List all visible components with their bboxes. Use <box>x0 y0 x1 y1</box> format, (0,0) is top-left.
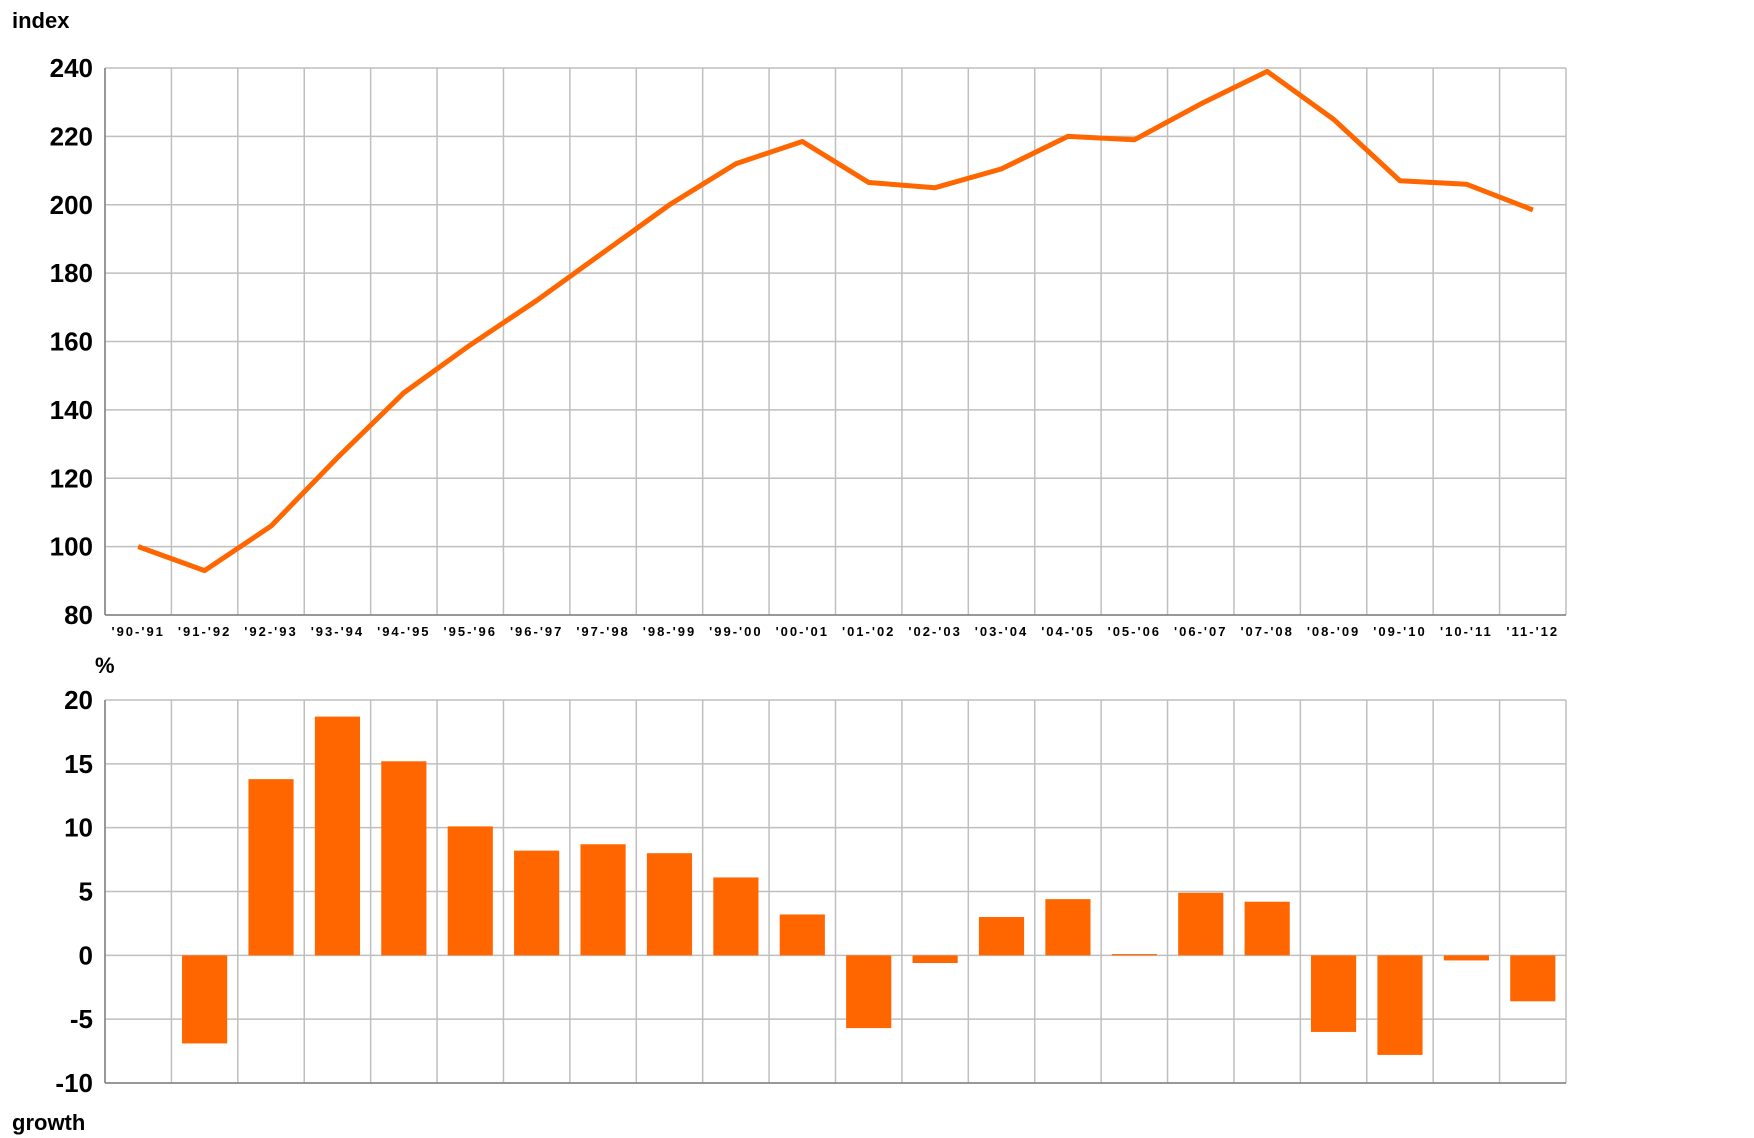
line-chart-xtick-label: '98-'99 <box>643 624 696 639</box>
growth-bar <box>248 779 294 956</box>
line-chart-ylabel: index <box>12 8 70 33</box>
line-chart-xtick-label: '08-'09 <box>1307 624 1360 639</box>
index-data-point <box>801 141 803 143</box>
bar-chart-ytick-label: 5 <box>79 877 93 907</box>
line-chart-xtick-label: '94-'95 <box>377 624 430 639</box>
growth-bar <box>381 761 427 956</box>
line-chart-xtick-label: '11-'12 <box>1506 624 1559 639</box>
growth-bar <box>1244 901 1290 956</box>
line-chart-xtick-label: '97-'98 <box>576 624 629 639</box>
growth-bar-chart: -10 -5 0 5 10 15 20 <box>55 685 1567 1098</box>
index-data-point <box>1399 180 1401 182</box>
growth-bar <box>779 914 825 956</box>
index-data-point <box>270 525 272 527</box>
line-chart-xtick-label: '05-'06 <box>1108 624 1161 639</box>
line-chart-ytick-label: 140 <box>50 395 93 425</box>
growth-bar <box>1510 955 1556 1002</box>
line-chart-xtick-label: '90-'91 <box>111 624 164 639</box>
index-line-chart: 80 100 120 140 160 180 200 220 240 '90-'91 '91-'92… <box>50 53 1567 639</box>
index-data-point <box>204 570 206 572</box>
index-data-point <box>1133 139 1135 141</box>
index-data-point <box>403 392 405 394</box>
growth-bar <box>846 955 892 1029</box>
line-chart-ytick-label: 100 <box>50 532 93 562</box>
index-data-point <box>868 182 870 184</box>
growth-bar <box>580 844 626 956</box>
line-chart-xtick-label: '06-'07 <box>1174 624 1227 639</box>
bar-chart-ytick-label: -5 <box>70 1004 93 1034</box>
line-chart-xtick-label: '04-'05 <box>1041 624 1094 639</box>
index-data-point <box>934 187 936 189</box>
growth-bar <box>182 955 228 1044</box>
line-chart-xtick-label: '99-'00 <box>709 624 762 639</box>
bar-chart-ytick-label: 0 <box>79 940 93 970</box>
growth-bar <box>1111 954 1157 956</box>
index-data-point <box>735 163 737 165</box>
index-data-point <box>1266 70 1268 72</box>
growth-bar <box>978 917 1025 956</box>
line-chart-xtick-label: '95-'96 <box>444 624 497 639</box>
line-chart-xtick-label: '93-'94 <box>311 624 364 639</box>
growth-bar <box>514 850 560 956</box>
growth-bar <box>912 955 958 963</box>
index-data-point <box>1532 209 1534 211</box>
index-data-point <box>1465 183 1467 185</box>
growth-bar <box>1310 955 1357 1032</box>
growth-bar <box>1045 899 1091 956</box>
bar-chart-xlabel: growth <box>12 1110 85 1135</box>
growth-bar <box>713 877 759 956</box>
index-series-line <box>137 68 1534 574</box>
growth-bar <box>314 716 361 956</box>
line-chart-xtick-label: '92-'93 <box>244 624 297 639</box>
growth-bar <box>1443 955 1489 961</box>
index-data-point <box>137 546 139 548</box>
line-chart-xtick-label: '91-'92 <box>178 624 231 639</box>
index-data-point <box>1067 135 1069 137</box>
bar-chart-ytick-label: 20 <box>64 685 93 715</box>
index-data-point <box>1001 168 1003 170</box>
index-data-point <box>668 204 670 206</box>
line-chart-ytick-label: 120 <box>50 463 93 493</box>
line-chart-ytick-label: 240 <box>50 53 93 83</box>
line-chart-xtick-label: '01-'02 <box>842 624 895 639</box>
line-chart-ytick-label: 160 <box>50 327 93 357</box>
index-data-point <box>1333 118 1335 120</box>
growth-bar <box>1377 955 1423 1055</box>
bar-chart-ytick-label: 10 <box>64 813 93 843</box>
bar-chart-ylabel: % <box>95 653 115 678</box>
index-data-point <box>469 344 471 346</box>
line-chart-ytick-label: 200 <box>50 190 93 220</box>
index-data-point <box>1200 103 1202 105</box>
growth-bar <box>1178 892 1224 956</box>
growth-bar <box>646 853 693 956</box>
index-data-point <box>602 252 604 254</box>
bar-chart-ytick-label: 15 <box>64 749 93 779</box>
line-chart-xtick-label: '07-'08 <box>1240 624 1293 639</box>
index-data-point <box>336 457 338 459</box>
line-chart-xtick-label: '03-'04 <box>975 624 1028 639</box>
line-chart-xtick-label: '10-'11 <box>1440 624 1493 639</box>
line-chart-xtick-label: '00-'01 <box>776 624 829 639</box>
bar-chart-ytick-label: -10 <box>55 1068 93 1098</box>
line-chart-xtick-label: '02-'03 <box>908 624 961 639</box>
growth-bar <box>447 826 493 956</box>
line-chart-ytick-label: 220 <box>50 121 93 151</box>
line-chart-ytick-label: 80 <box>64 600 93 630</box>
line-chart-xtick-label: '09-'10 <box>1373 624 1426 639</box>
index-data-point <box>536 299 538 301</box>
line-chart-ytick-label: 180 <box>50 258 93 288</box>
line-chart-xtick-label: '96-'97 <box>510 624 563 639</box>
